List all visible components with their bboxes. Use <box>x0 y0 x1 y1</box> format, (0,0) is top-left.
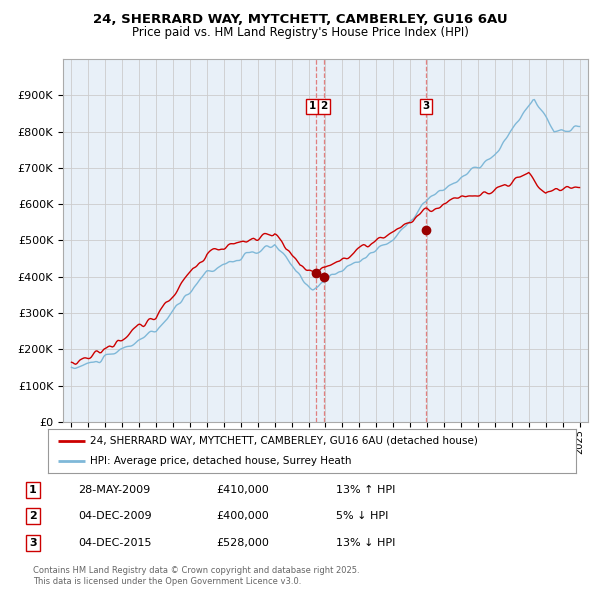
Text: 04-DEC-2015: 04-DEC-2015 <box>78 538 151 548</box>
Text: 13% ↓ HPI: 13% ↓ HPI <box>336 538 395 548</box>
Text: 1: 1 <box>308 101 316 111</box>
Text: 1: 1 <box>29 485 37 494</box>
Text: £400,000: £400,000 <box>216 512 269 521</box>
Text: Contains HM Land Registry data © Crown copyright and database right 2025.: Contains HM Land Registry data © Crown c… <box>33 566 359 575</box>
Text: This data is licensed under the Open Government Licence v3.0.: This data is licensed under the Open Gov… <box>33 577 301 586</box>
Text: £410,000: £410,000 <box>216 485 269 494</box>
Text: HPI: Average price, detached house, Surrey Heath: HPI: Average price, detached house, Surr… <box>90 456 352 466</box>
Text: 3: 3 <box>29 538 37 548</box>
Text: 24, SHERRARD WAY, MYTCHETT, CAMBERLEY, GU16 6AU (detached house): 24, SHERRARD WAY, MYTCHETT, CAMBERLEY, G… <box>90 436 478 446</box>
Text: 13% ↑ HPI: 13% ↑ HPI <box>336 485 395 494</box>
Text: 04-DEC-2009: 04-DEC-2009 <box>78 512 152 521</box>
Text: 28-MAY-2009: 28-MAY-2009 <box>78 485 150 494</box>
Text: 24, SHERRARD WAY, MYTCHETT, CAMBERLEY, GU16 6AU: 24, SHERRARD WAY, MYTCHETT, CAMBERLEY, G… <box>92 13 508 26</box>
Text: Price paid vs. HM Land Registry's House Price Index (HPI): Price paid vs. HM Land Registry's House … <box>131 26 469 39</box>
Text: 2: 2 <box>29 512 37 521</box>
Text: £528,000: £528,000 <box>216 538 269 548</box>
Text: 3: 3 <box>422 101 430 111</box>
Text: 5% ↓ HPI: 5% ↓ HPI <box>336 512 388 521</box>
Text: 2: 2 <box>320 101 328 111</box>
